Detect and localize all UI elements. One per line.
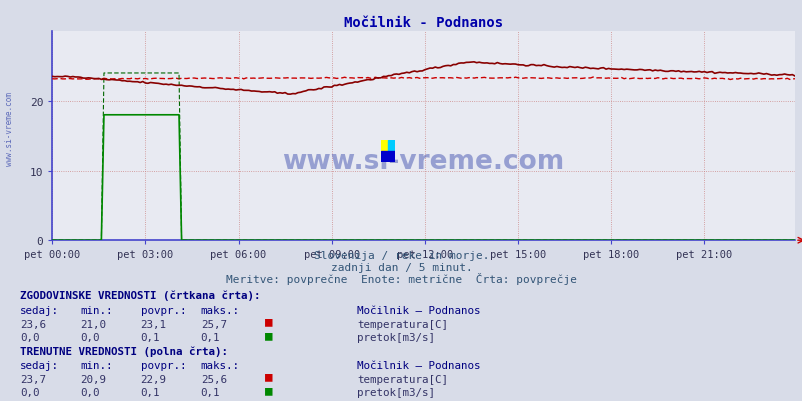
Text: 0,1: 0,1 — [200, 387, 220, 397]
Title: Močilnik - Podnanos: Močilnik - Podnanos — [343, 16, 503, 30]
Text: sedaj:: sedaj: — [20, 305, 59, 315]
Text: povpr.:: povpr.: — [140, 360, 186, 370]
Text: 23,6: 23,6 — [20, 319, 46, 329]
Text: ■: ■ — [265, 328, 272, 341]
Text: 0,0: 0,0 — [80, 387, 99, 397]
Text: 25,6: 25,6 — [200, 374, 226, 384]
Text: Močilnik – Podnanos: Močilnik – Podnanos — [357, 360, 480, 370]
Text: pretok[m3/s]: pretok[m3/s] — [357, 387, 435, 397]
Text: 0,0: 0,0 — [20, 332, 39, 342]
Text: Slovenija / reke in morje.: Slovenija / reke in morje. — [314, 251, 488, 261]
Text: Meritve: povprečne  Enote: metrične  Črta: povprečje: Meritve: povprečne Enote: metrične Črta:… — [225, 273, 577, 285]
Text: www.si-vreme.com: www.si-vreme.com — [5, 91, 14, 165]
Text: zadnji dan / 5 minut.: zadnji dan / 5 minut. — [330, 263, 472, 273]
Text: 0,0: 0,0 — [80, 332, 99, 342]
Text: 0,0: 0,0 — [20, 387, 39, 397]
Text: Močilnik – Podnanos: Močilnik – Podnanos — [357, 305, 480, 315]
Text: 22,9: 22,9 — [140, 374, 166, 384]
Text: min.:: min.: — [80, 305, 112, 315]
Text: ■: ■ — [265, 383, 272, 396]
Text: pretok[m3/s]: pretok[m3/s] — [357, 332, 435, 342]
Text: 23,7: 23,7 — [20, 374, 46, 384]
Text: 0,1: 0,1 — [140, 332, 160, 342]
Text: 0,1: 0,1 — [140, 387, 160, 397]
Text: sedaj:: sedaj: — [20, 360, 59, 370]
Text: 20,9: 20,9 — [80, 374, 106, 384]
Text: povpr.:: povpr.: — [140, 305, 186, 315]
Text: 0,1: 0,1 — [200, 332, 220, 342]
Text: ■: ■ — [265, 315, 272, 328]
Text: min.:: min.: — [80, 360, 112, 370]
Text: ■: ■ — [265, 370, 272, 383]
Text: 25,7: 25,7 — [200, 319, 226, 329]
Text: temperatura[C]: temperatura[C] — [357, 374, 448, 384]
Text: TRENUTNE VREDNOSTI (polna črta):: TRENUTNE VREDNOSTI (polna črta): — [20, 345, 228, 356]
Text: ZGODOVINSKE VREDNOSTI (črtkana črta):: ZGODOVINSKE VREDNOSTI (črtkana črta): — [20, 290, 261, 301]
Text: 23,1: 23,1 — [140, 319, 166, 329]
Bar — [380, 140, 387, 152]
Text: maks.:: maks.: — [200, 360, 240, 370]
Bar — [380, 152, 395, 162]
Text: www.si-vreme.com: www.si-vreme.com — [282, 148, 564, 174]
Text: maks.:: maks.: — [200, 305, 240, 315]
Bar — [387, 140, 395, 152]
Text: temperatura[C]: temperatura[C] — [357, 319, 448, 329]
Text: 21,0: 21,0 — [80, 319, 106, 329]
